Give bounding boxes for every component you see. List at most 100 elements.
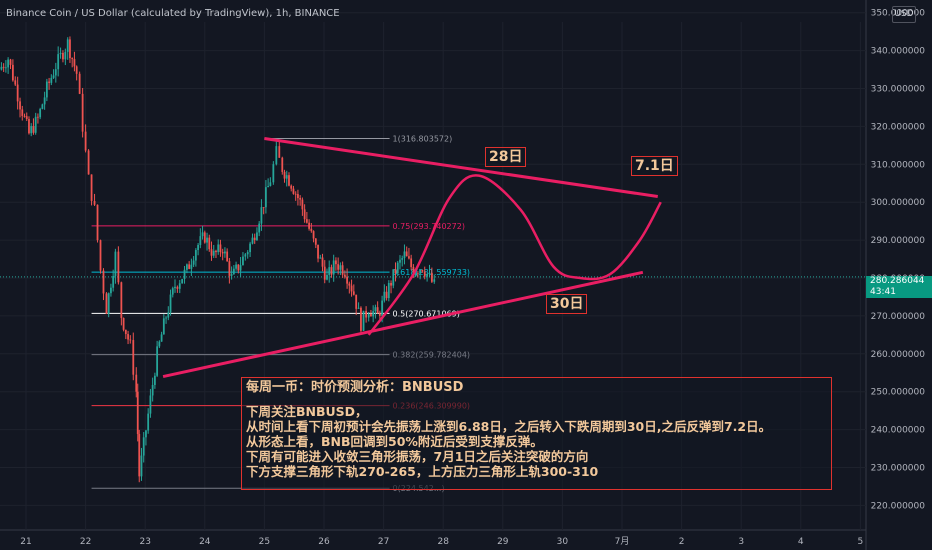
last-price-tag: 280.286044 43:41	[866, 276, 932, 298]
candle-body	[330, 267, 333, 275]
candle-body	[129, 339, 132, 341]
note-line: 下周关注BNBUSD，	[246, 404, 368, 419]
candle-body	[153, 375, 156, 385]
y-tick-label: 230.000000	[871, 464, 926, 474]
note-line: 下周有可能进入收敛三角形振荡，7月1日之后关注突破的方向	[246, 449, 589, 464]
x-tick-label: 2	[679, 537, 685, 547]
candle-body	[176, 286, 179, 289]
fib-level-label: 0.75(293.740272)	[393, 222, 465, 231]
y-tick-label: 320.000000	[871, 122, 926, 132]
x-tick-label: 26	[318, 537, 330, 547]
candle-body	[96, 204, 99, 241]
candle-body	[360, 307, 362, 331]
candle-body	[69, 39, 71, 59]
candle-body	[408, 256, 410, 259]
candle-body	[14, 80, 17, 85]
x-tick-label: 3	[738, 537, 744, 547]
candle-body	[138, 434, 141, 477]
candle-body	[242, 256, 244, 266]
candle-body	[297, 194, 299, 199]
candle-body	[78, 73, 81, 94]
candle-body	[294, 193, 297, 195]
y-tick-label: 350.000000	[871, 9, 926, 19]
x-tick-label: 23	[139, 537, 150, 547]
candle-body	[317, 244, 319, 259]
candle-body	[367, 314, 370, 318]
candle-body	[43, 97, 46, 105]
candle-body	[343, 274, 346, 277]
candle-body	[34, 116, 37, 133]
candle-body	[217, 244, 220, 253]
candle-body	[352, 291, 355, 295]
candle-body	[9, 59, 12, 65]
y-tick-label: 330.000000	[871, 85, 926, 95]
candle-body	[299, 198, 302, 200]
candle-body	[19, 101, 21, 110]
candle-body	[278, 146, 281, 158]
candle-body	[419, 270, 422, 274]
candle-body	[37, 116, 39, 118]
candle-body	[93, 200, 96, 205]
candle-body	[145, 430, 147, 438]
candle-body	[308, 222, 310, 229]
candle-body	[283, 171, 286, 179]
candle-body	[124, 329, 127, 335]
x-tick-label: 24	[199, 537, 211, 547]
candle-body	[158, 341, 161, 347]
candle-body	[149, 395, 152, 414]
candle-body	[378, 313, 381, 316]
candle-body	[267, 185, 270, 188]
candle-body	[142, 437, 145, 456]
candle-body	[210, 249, 213, 256]
candle-body	[394, 269, 397, 274]
candle-body	[140, 455, 143, 477]
candle-body	[174, 286, 176, 289]
candle-body	[132, 340, 135, 375]
candle-body	[84, 131, 87, 151]
candle-body	[75, 66, 78, 74]
candle-body	[183, 269, 186, 280]
candle-body	[385, 291, 388, 299]
last-price-value: 280.286044	[870, 276, 925, 286]
candle-body	[66, 39, 69, 52]
candle-body	[73, 59, 76, 67]
bar-countdown: 43:41	[870, 287, 896, 297]
candle-body	[208, 237, 211, 250]
x-tick-label: 21	[20, 537, 31, 547]
x-tick-label: 27	[378, 537, 389, 547]
candle-body	[253, 237, 256, 241]
currency-label[interactable]: USD	[892, 6, 916, 23]
candle-body	[262, 207, 265, 208]
note-line: 下方支撑三角形下轨270-265，上方压力三角形上轨300-310	[246, 464, 599, 479]
candle-body	[21, 109, 24, 116]
candle-body	[387, 282, 390, 299]
candle-body	[346, 276, 348, 284]
candle-body	[401, 258, 404, 260]
candle-body	[30, 126, 33, 134]
candle-body	[190, 264, 193, 269]
candle-body	[365, 310, 368, 318]
candle-body	[264, 187, 267, 208]
candle-body	[54, 69, 57, 76]
candle-body	[224, 251, 226, 254]
candle-body	[199, 236, 202, 245]
candle-body	[362, 310, 365, 331]
candle-body	[71, 58, 74, 60]
candle-body	[167, 312, 170, 318]
fib-level-label: 0.5(270.671069)	[393, 309, 460, 318]
note-title: 每周一币：时价预测分析：BNBUSD	[246, 380, 464, 395]
candle-body	[16, 84, 19, 102]
candle-body	[0, 66, 3, 70]
analysis-note: 每周一币：时价预测分析：BNBUSD 下周关注BNBUSD， 从时间上看下周初预…	[241, 377, 832, 490]
candle-body	[428, 272, 431, 275]
projection-curve	[367, 174, 662, 336]
x-tick-label: 4	[798, 537, 804, 547]
candle-body	[433, 279, 436, 282]
candle-body	[112, 275, 115, 288]
fib-level-label: 0.382(259.782404)	[393, 351, 471, 360]
symbol-header: Binance Coin / US Dollar (calculated by …	[6, 8, 340, 19]
candle-body	[312, 231, 315, 239]
candle-body	[256, 232, 258, 241]
candle-body	[171, 288, 174, 295]
candle-body	[290, 185, 293, 189]
